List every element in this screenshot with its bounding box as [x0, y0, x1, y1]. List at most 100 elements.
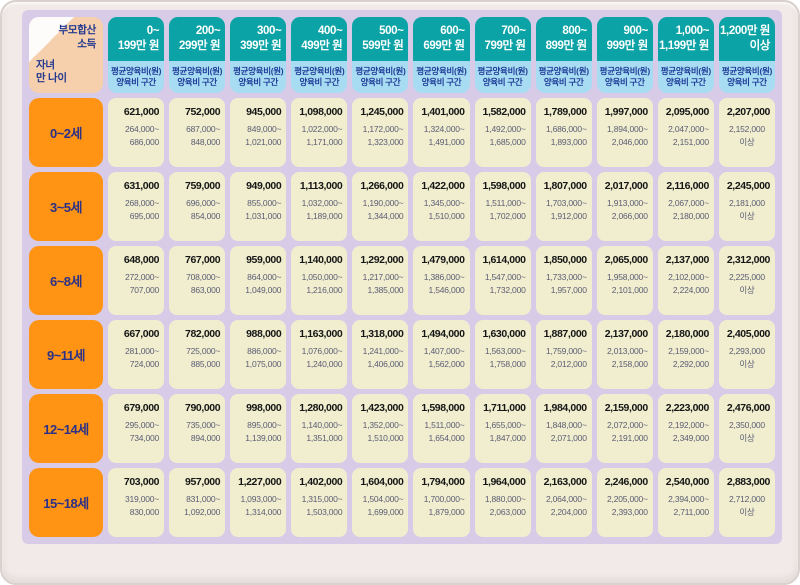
- support-range: 268,000~ 695,000: [113, 197, 159, 223]
- average-support-value: 959,000: [246, 254, 282, 266]
- range-line2: 1,957,000: [550, 284, 587, 295]
- support-range: 1,894,000~ 2,046,000: [602, 123, 648, 149]
- income-range-line2: 699만 원: [423, 40, 465, 52]
- range-line1: 2,064,000~: [545, 494, 587, 504]
- average-support-value: 1,402,000: [299, 476, 343, 488]
- range-line2: 734,000: [129, 432, 160, 443]
- support-cell: 949,000 855,000~ 1,031,000: [230, 172, 287, 241]
- support-cell: 1,598,000 1,511,000~ 1,702,000: [474, 172, 531, 241]
- support-cell: 957,000 831,000~ 1,092,000: [169, 468, 226, 537]
- range-line2: 1,240,000: [306, 358, 343, 369]
- income-column-header: 600~ 699만 원 평균양육비(원) 양육비 구간: [413, 17, 470, 93]
- average-support-value: 679,000: [123, 402, 160, 414]
- subheader-avg-label: 평균양육비(원): [233, 65, 284, 76]
- range-line1: 2,225,000: [728, 272, 765, 282]
- average-support-value: 1,140,000: [299, 254, 343, 266]
- support-range: 319,000~ 830,000: [113, 493, 159, 519]
- income-range-line1: 1,000~: [675, 25, 710, 38]
- support-range: 2,072,000~ 2,191,000: [602, 419, 648, 445]
- support-cell: 2,245,000 2,181,000 이상: [718, 172, 775, 241]
- income-range-label: 500~ 599만 원: [352, 17, 409, 61]
- range-line1: 2,293,000: [728, 346, 765, 356]
- support-range: 1,733,000~ 1,957,000: [541, 271, 587, 297]
- range-line1: 1,093,000~: [240, 494, 282, 504]
- average-support-value: 2,163,000: [543, 476, 588, 488]
- range-line1: 725,000~: [186, 346, 221, 356]
- range-line2: 2,046,000: [611, 136, 648, 147]
- support-range: 1,547,000~ 1,732,000: [480, 271, 526, 297]
- support-range: 1,655,000~ 1,847,000: [480, 419, 526, 445]
- subheader-avg-label: 평균양육비(원): [538, 65, 589, 76]
- range-line2: 2,071,000: [550, 432, 587, 443]
- support-range: 281,000~ 724,000: [113, 345, 159, 371]
- support-cell: 1,402,000 1,315,000~ 1,503,000: [291, 468, 348, 537]
- income-column-header: 700~ 799만 원 평균양육비(원) 양육비 구간: [474, 17, 531, 93]
- average-support-value: 1,479,000: [421, 254, 465, 266]
- average-support-value: 2,405,000: [726, 328, 771, 340]
- range-line1: 1,655,000~: [484, 420, 526, 430]
- range-line2: 이상: [739, 210, 755, 221]
- range-line2: 1,351,000: [306, 432, 343, 443]
- average-support-value: 998,000: [246, 402, 282, 414]
- range-line1: 2,067,000~: [668, 198, 709, 208]
- income-range-line1: 500~: [379, 25, 404, 38]
- range-line2: 830,000: [129, 506, 160, 517]
- range-line1: 849,000~: [247, 124, 282, 134]
- range-line2: 1,879,000: [428, 506, 465, 517]
- subheader-avg-label: 평균양육비(원): [110, 65, 162, 76]
- income-column-header: 500~ 599만 원 평균양육비(원) 양육비 구간: [352, 17, 409, 93]
- support-range: 1,913,000~ 2,066,000: [602, 197, 648, 223]
- support-cell: 1,280,000 1,140,000~ 1,351,000: [291, 394, 348, 463]
- support-cell: 667,000 281,000~ 724,000: [108, 320, 165, 389]
- support-range: 1,511,000~ 1,654,000: [418, 419, 464, 445]
- income-range-line1: 900~: [623, 25, 649, 38]
- parent-income-axis-label: 부모합산 소득: [59, 24, 97, 51]
- range-line1: 1,032,000~: [301, 198, 343, 208]
- support-cell: 2,159,000 2,072,000~ 2,191,000: [596, 394, 653, 463]
- subheader-label: 평균양육비(원) 양육비 구간: [657, 61, 714, 93]
- income-range-line2: 599만 원: [362, 40, 404, 52]
- support-cell: 945,000 849,000~ 1,021,000: [230, 98, 287, 167]
- range-line2: 2,063,000: [489, 506, 526, 517]
- range-line2: 1,702,000: [489, 210, 526, 221]
- support-range: 1,352,000~ 1,510,000: [357, 419, 404, 445]
- range-line1: 1,686,000~: [545, 124, 587, 134]
- age-row-label: 12~14세: [29, 394, 103, 463]
- range-line2: 885,000: [190, 358, 221, 369]
- subheader-label: 평균양육비(원) 양육비 구간: [291, 61, 348, 93]
- parent-income-label-line2: 소득: [77, 37, 96, 50]
- support-range: 725,000~ 885,000: [174, 345, 220, 371]
- child-age-label-line2: 만 나이: [36, 72, 67, 85]
- range-line1: 1,492,000~: [484, 124, 526, 134]
- support-cell: 752,000 687,000~ 848,000: [169, 98, 226, 167]
- average-support-value: 767,000: [185, 254, 221, 266]
- range-line2: 1,562,000: [428, 358, 465, 369]
- average-support-value: 1,604,000: [360, 476, 404, 488]
- average-support-value: 2,223,000: [665, 402, 710, 414]
- range-line2: 1,139,000: [245, 432, 282, 443]
- range-line2: 1,546,000: [428, 284, 465, 295]
- support-range: 2,159,000~ 2,292,000: [663, 345, 709, 371]
- range-line1: 1,511,000~: [485, 198, 526, 208]
- range-line1: 1,324,000~: [423, 124, 465, 134]
- support-cell: 759,000 696,000~ 854,000: [169, 172, 226, 241]
- range-line1: 886,000~: [247, 346, 282, 356]
- income-range-line1: 300~: [256, 25, 282, 38]
- support-range: 696,000~ 854,000: [174, 197, 220, 223]
- support-cell: 1,479,000 1,386,000~ 1,546,000: [413, 246, 470, 315]
- support-cell: 1,614,000 1,547,000~ 1,732,000: [474, 246, 531, 315]
- average-support-value: 1,401,000: [421, 106, 465, 118]
- range-line1: 272,000~: [124, 272, 160, 282]
- corner-cell: 부모합산 소득 자녀 만 나이: [29, 17, 103, 93]
- support-cell: 679,000 295,000~ 734,000: [108, 394, 165, 463]
- support-range: 2,394,000~ 2,711,000: [663, 493, 709, 519]
- range-line2: 2,066,000: [611, 210, 648, 221]
- subheader-avg-label: 평균양육비(원): [477, 65, 528, 76]
- average-support-value: 957,000: [185, 476, 221, 488]
- average-support-value: 1,997,000: [604, 106, 649, 118]
- child-age-label-line1: 자녀: [36, 58, 55, 71]
- range-line2: 1,314,000: [245, 506, 282, 517]
- average-support-value: 1,614,000: [482, 254, 527, 266]
- support-cell: 1,318,000 1,241,000~ 1,406,000: [352, 320, 409, 389]
- income-range-label: 1,200만 원 이상: [718, 17, 775, 61]
